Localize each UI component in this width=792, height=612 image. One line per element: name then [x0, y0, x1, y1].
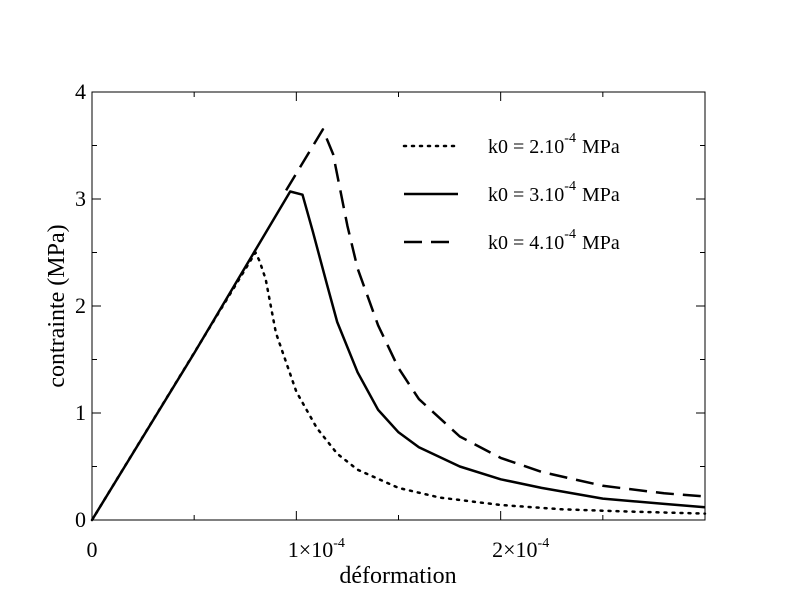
x-axis-title: déformation	[339, 563, 456, 589]
x-tick-label-base: 1×10	[288, 537, 333, 562]
y-tick-label: 1	[75, 400, 86, 425]
y-tick-label: 4	[75, 79, 86, 104]
x-tick-label-exp: -4	[333, 536, 345, 551]
series-line-dashed	[285, 128, 706, 498]
legend-label-base: k0 = 2.10	[488, 136, 564, 158]
legend-label-unit: MPa	[582, 184, 620, 206]
legend-label-base: k0 = 4.10	[488, 232, 564, 254]
legend-entry-label: k0 = 4.10-4 MPa	[488, 227, 620, 254]
x-tick-label-base: 2×10	[492, 537, 537, 562]
series-line-dotted	[90, 251, 707, 522]
legend-entry-label: k0 = 3.10-4 MPa	[488, 179, 620, 206]
x-tick-label-exp: -4	[538, 536, 550, 551]
y-tick-label: 2	[75, 293, 86, 318]
legend-label-exp: -4	[564, 227, 576, 242]
y-tick-label: 0	[75, 507, 86, 532]
legend-label-unit: MPa	[582, 232, 620, 254]
y-tick-label: 3	[75, 186, 86, 211]
legend-label-base: k0 = 3.10	[488, 184, 564, 206]
y-axis-title: contrainte (MPa)	[44, 224, 70, 387]
series-line-solid	[90, 190, 706, 521]
series-group	[90, 128, 707, 522]
legend-label-exp: -4	[564, 131, 576, 146]
x-tick-label-base: 0	[87, 537, 98, 562]
legend-entry-label: k0 = 2.10-4 MPa	[488, 131, 620, 158]
x-tick-label: 2×10-4	[492, 536, 549, 562]
legend-label-unit: MPa	[582, 136, 620, 158]
legend-label-exp: -4	[564, 179, 576, 194]
x-tick-label: 1×10-4	[288, 536, 345, 562]
x-tick-label: 0	[87, 537, 98, 562]
